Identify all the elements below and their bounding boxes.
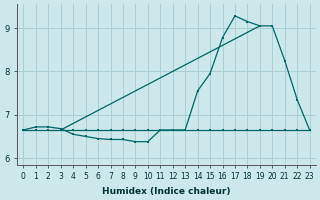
X-axis label: Humidex (Indice chaleur): Humidex (Indice chaleur) — [102, 187, 231, 196]
